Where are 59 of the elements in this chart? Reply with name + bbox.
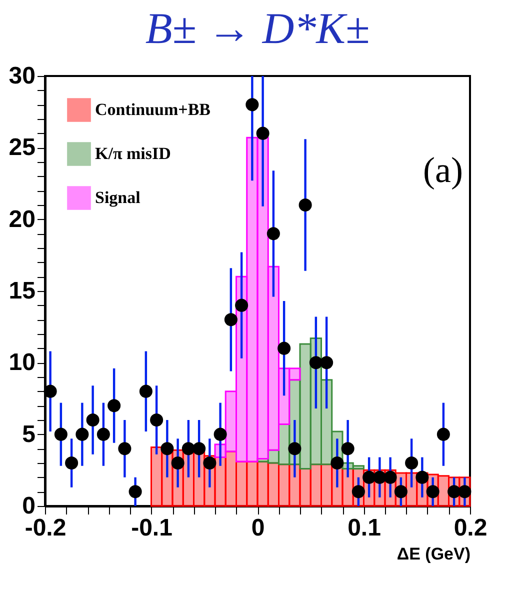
bar: [288, 368, 301, 381]
point: [171, 456, 184, 470]
point: [214, 428, 227, 441]
point: [192, 442, 206, 456]
legend-label: Continuum+BB: [95, 100, 211, 119]
y-tick-label: 30: [8, 62, 36, 90]
y-tick-label: 10: [8, 349, 36, 376]
point: [160, 442, 174, 456]
point: [298, 198, 312, 212]
point: [235, 298, 248, 312]
legend-label: K/π misID: [95, 144, 171, 163]
point: [65, 456, 78, 470]
legend-label: Signal: [95, 188, 141, 207]
chart-title: B± → D*K±: [145, 4, 370, 53]
point: [44, 384, 57, 398]
x-tick-label: 0.2: [454, 514, 488, 542]
point: [341, 442, 354, 456]
point: [266, 227, 280, 240]
point: [128, 485, 142, 498]
y-tick-label: 5: [22, 420, 36, 448]
x-tick-label: -0.1: [131, 514, 172, 542]
point: [86, 413, 100, 427]
point: [426, 485, 440, 498]
point: [108, 399, 121, 412]
point: [76, 428, 89, 441]
point: [448, 485, 461, 498]
x-axis-title: ΔE (GeV): [396, 544, 470, 564]
annotation: (a): [423, 150, 463, 190]
point: [436, 428, 450, 441]
point: [96, 428, 110, 441]
point: [405, 456, 418, 470]
point: [54, 428, 68, 441]
point: [384, 470, 397, 484]
bar: [267, 266, 280, 451]
bar: [352, 465, 364, 470]
y-tick-label: 25: [8, 134, 36, 162]
point: [246, 98, 259, 112]
x-tick-label: 0: [251, 514, 265, 542]
point: [320, 356, 334, 370]
point: [288, 442, 302, 456]
point: [256, 126, 270, 140]
point: [416, 470, 429, 484]
point: [458, 485, 472, 498]
point: [118, 442, 132, 456]
point: [139, 384, 152, 398]
point: [394, 485, 408, 498]
point: [330, 456, 344, 470]
y-tick-label: 20: [8, 206, 36, 233]
point: [362, 470, 376, 484]
point: [309, 356, 322, 370]
y-tick-label: 15: [8, 278, 36, 304]
x-tick-label: 0.1: [348, 514, 381, 542]
point: [278, 342, 291, 355]
point: [224, 313, 238, 326]
point: [150, 413, 164, 427]
point: [352, 485, 365, 498]
point: [203, 456, 216, 470]
point: [373, 470, 386, 484]
point: [182, 442, 195, 456]
